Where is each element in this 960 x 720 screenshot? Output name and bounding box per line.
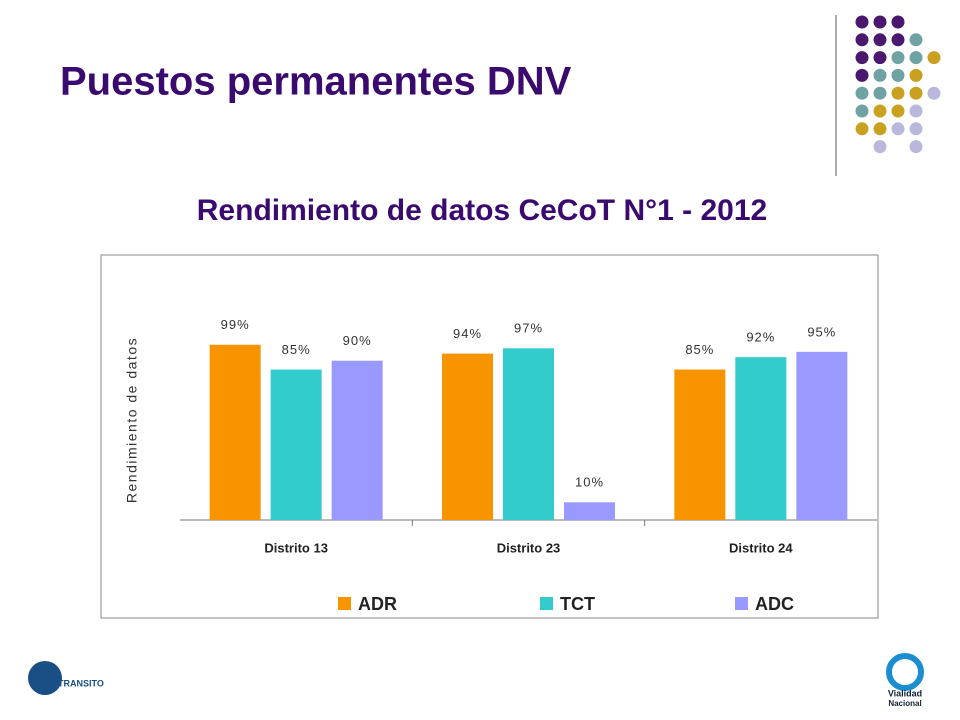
legend-label: ADR (358, 594, 397, 614)
dot (873, 86, 887, 100)
dot (909, 122, 923, 136)
dot (855, 104, 869, 118)
decor-dots (855, 15, 941, 154)
bar (674, 369, 726, 520)
bar (442, 353, 493, 520)
dot (873, 15, 887, 29)
dot (873, 33, 887, 47)
legend-swatch (338, 597, 351, 610)
dot (855, 86, 869, 100)
dot (891, 86, 905, 100)
dot (891, 104, 905, 118)
bar (564, 502, 615, 520)
chart-title: Rendimiento de datos CeCoT N°1 - 2012 (197, 194, 767, 227)
bar (270, 369, 322, 520)
dot (855, 68, 869, 82)
dot (891, 15, 905, 29)
logo-mark (28, 661, 62, 695)
dot (909, 104, 923, 118)
y-axis-label: Rendimiento de datos (124, 337, 140, 503)
value-label: 95% (807, 324, 836, 339)
legend-swatch (540, 597, 553, 610)
dot (909, 86, 923, 100)
value-label: 85% (282, 342, 311, 357)
value-label: 85% (685, 342, 714, 357)
dot (927, 86, 941, 100)
dot (909, 51, 923, 65)
dot (909, 68, 923, 82)
x-tick-label: Distrito 13 (264, 540, 328, 555)
value-label: 97% (514, 321, 543, 336)
logo-right: Vialidad Nacional (886, 653, 924, 708)
dot (891, 51, 905, 65)
value-label: 90% (343, 333, 372, 348)
logo-mark (886, 653, 924, 691)
dot (891, 122, 905, 136)
dot (891, 68, 905, 82)
logo-text: Vialidad (888, 688, 922, 698)
dot (855, 122, 869, 136)
dot (927, 51, 941, 65)
dot (873, 122, 887, 136)
value-label: 94% (453, 326, 482, 341)
dot (873, 140, 887, 154)
dot (855, 51, 869, 65)
legend-label: ADC (755, 594, 794, 614)
value-label: 92% (746, 330, 775, 345)
dot (909, 33, 923, 47)
x-tick-label: Distrito 23 (497, 540, 561, 555)
bar (503, 348, 554, 520)
logo-text: TRANSITO (58, 678, 104, 688)
dot (873, 51, 887, 65)
legend-label: TCT (560, 594, 595, 614)
slide-title: Puestos permanentes DNV (60, 60, 572, 104)
value-label: 99% (221, 317, 250, 332)
dot (909, 140, 923, 154)
dot (891, 33, 905, 47)
dot (873, 68, 887, 82)
x-tick-label: Distrito 24 (729, 540, 793, 555)
legend-swatch (735, 597, 748, 610)
logo-text: Nacional (888, 699, 921, 708)
logo-left: TRANSITO (28, 661, 104, 695)
chart-frame (100, 254, 879, 619)
bar (209, 344, 261, 520)
bar (796, 351, 848, 520)
bar (331, 360, 383, 520)
bar (735, 357, 787, 520)
value-label: 10% (575, 475, 604, 490)
dot (855, 15, 869, 29)
dot (873, 104, 887, 118)
dot (855, 33, 869, 47)
